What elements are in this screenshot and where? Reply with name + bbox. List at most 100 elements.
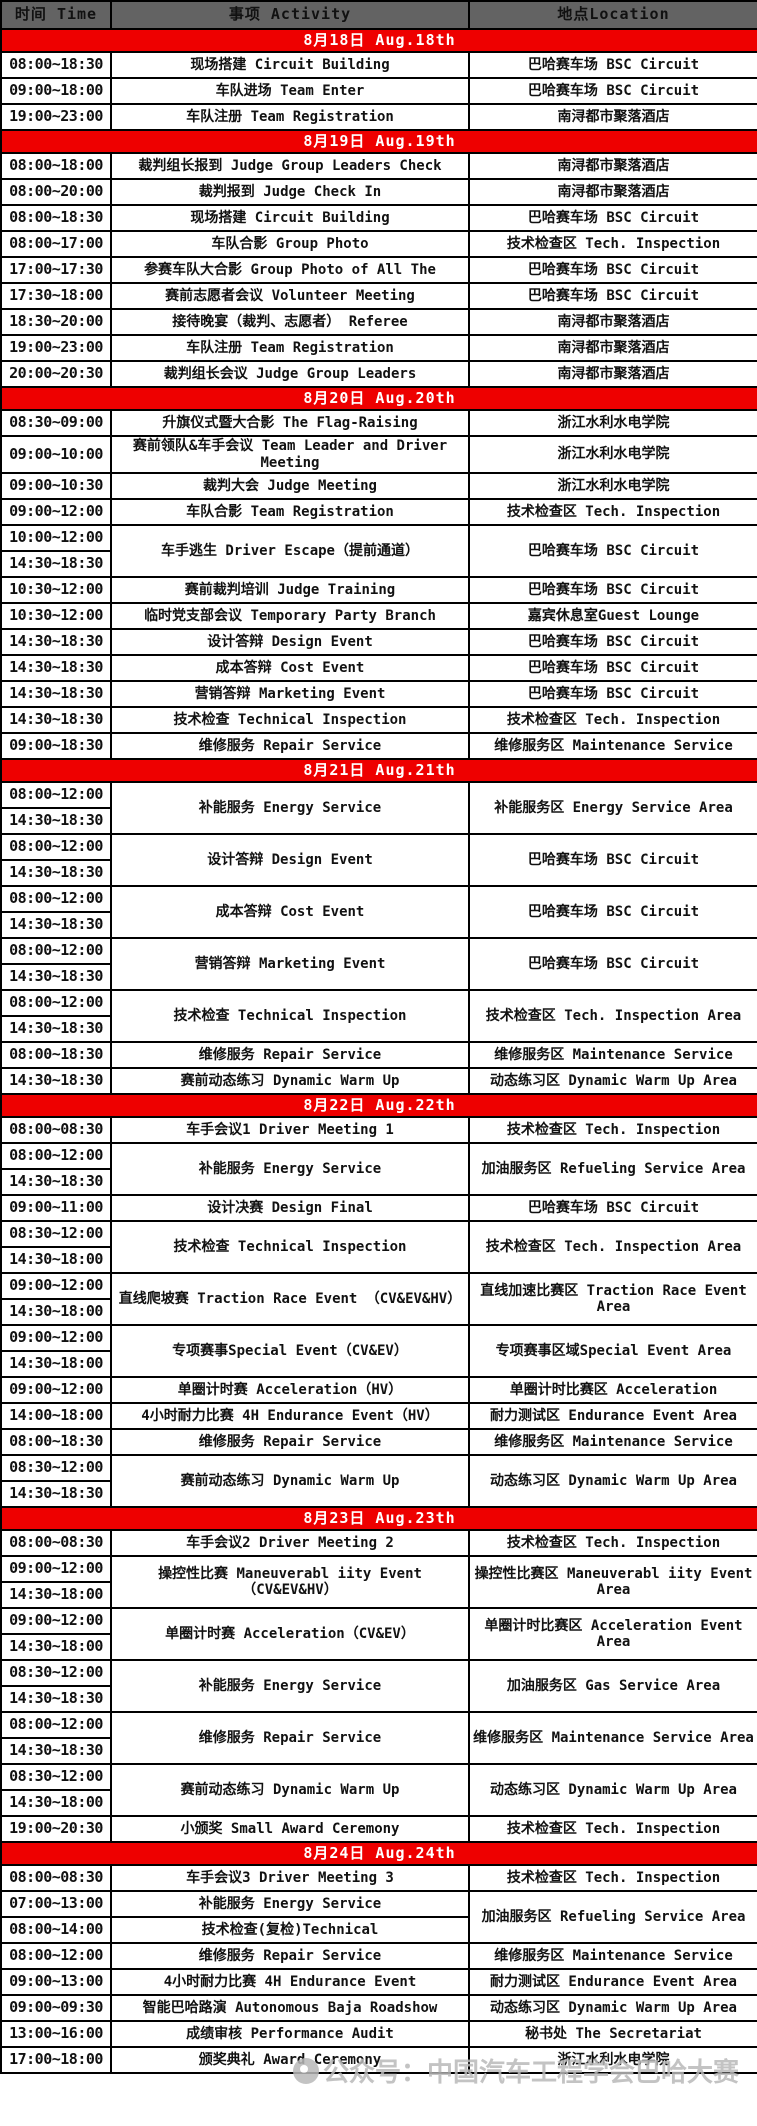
time-cell: 08:00~12:00	[0, 833, 112, 862]
time-cell: 09:00~12:00	[0, 1376, 112, 1405]
schedule-row: 08:00~18:00 裁判组长报到 Judge Group Leaders Ch…	[0, 152, 757, 180]
time-cell: 08:00~12:00	[0, 989, 112, 1018]
schedule-row: 08:00~08:30 车手会议2 Driver Meeting 2 技术检查区 T…	[0, 1529, 757, 1558]
schedule-row: 08:00~18:30 维修服务 Repair Service 维修服务区 Main…	[0, 1041, 757, 1070]
activity-cell: 车队合影 Team Registration	[110, 498, 470, 527]
location-cell: 巴哈赛车场 BSC Circuit	[468, 885, 757, 940]
time-cell: 08:00~08:30	[0, 1116, 112, 1145]
time-cell: 09:00~18:00	[0, 77, 112, 105]
date-band-row: 8月21日 Aug.21th	[0, 758, 757, 784]
schedule-row: 09:00~12:00 车队合影 Team Registration 技术检查区 T…	[0, 498, 757, 527]
location-cell: 巴哈赛车场 BSC Circuit	[468, 654, 757, 683]
activity-cell: 赛前领队&车手会议 Team Leader and Driver Meeting	[110, 434, 470, 475]
schedule-row: 09:00~10:00 赛前领队&车手会议 Team Leader and Dri…	[0, 434, 757, 475]
schedule-row: 19:00~23:00 车队注册 Team Registration 南浔都市聚落酒…	[0, 334, 757, 362]
time-cell: 09:00~12:00	[0, 1324, 112, 1353]
schedule-row: 14:30~18:00	[0, 1789, 757, 1818]
activity-cell: 4小时耐力比赛 4H Endurance Event（HV）	[110, 1402, 470, 1431]
schedule-row: 14:30~18:00	[0, 1633, 757, 1662]
time-cell: 10:30~12:00	[0, 602, 112, 631]
location-cell: 操控性比赛区 Maneuverabl iity Event Area	[468, 1555, 757, 1610]
schedule-table: 时间 Time 事项 Activity 地点Location 8月18日 Aug…	[0, 0, 757, 2075]
time-cell: 14:30~18:30	[0, 911, 112, 940]
time-cell: 08:30~12:00	[0, 1763, 112, 1792]
location-cell: 动态练习区 Dynamic Warm Up Area	[468, 1763, 757, 1818]
schedule-row: 08:00~12:00 成本答辩 Cost Event 巴哈赛车场 BSC Circ…	[0, 885, 757, 940]
schedule-row: 08:30~12:00 赛前动态练习 Dynamic Warm Up 动态练习区 D…	[0, 1763, 757, 1818]
schedule-row: 14:30~18:30	[0, 807, 757, 836]
activity-cell: 裁判大会 Judge Meeting	[110, 472, 470, 501]
schedule-row: 14:30~18:00	[0, 1581, 757, 1610]
location-column-header: 地点Location	[468, 0, 757, 30]
location-cell: 技术检查区 Tech. Inspection Area	[468, 989, 757, 1044]
activity-cell: 维修服务 Repair Service	[110, 732, 470, 761]
schedule-row: 10:00~12:00 车手逃生 Driver Escape（提前通道） 巴哈赛车场…	[0, 524, 757, 579]
location-cell: 单圈计时比赛区 Acceleration Event Area	[468, 1607, 757, 1662]
schedule-row: 08:30~12:00 赛前动态练习 Dynamic Warm Up 动态练习区 D…	[0, 1454, 757, 1509]
time-cell: 08:00~12:00	[0, 1711, 112, 1740]
time-cell: 14:30~18:30	[0, 1067, 112, 1096]
activity-cell: 裁判组长会议 Judge Group Leaders	[110, 360, 470, 388]
location-cell: 维修服务区 Maintenance Service	[468, 1041, 757, 1070]
time-cell: 08:00~18:30	[0, 51, 112, 79]
time-cell: 14:30~18:30	[0, 1737, 112, 1766]
time-cell: 08:00~14:00	[0, 1916, 112, 1945]
time-cell: 13:00~16:00	[0, 2020, 112, 2049]
schedule-row: 14:30~18:00	[0, 1246, 757, 1275]
activity-cell: 车队进场 Team Enter	[110, 77, 470, 105]
activity-cell: 设计答辩 Design Event	[110, 628, 470, 657]
time-cell: 17:00~17:30	[0, 256, 112, 284]
activity-cell: 维修服务 Repair Service	[110, 1041, 470, 1070]
time-cell: 08:00~20:00	[0, 178, 112, 206]
activity-cell: 操控性比赛 Maneuverabl iity Event （CV&EV&HV）	[110, 1555, 470, 1610]
location-cell: 巴哈赛车场 BSC Circuit	[468, 628, 757, 657]
schedule-row: 14:30~18:30	[0, 963, 757, 992]
activity-column-header: 事项 Activity	[110, 0, 470, 30]
activity-cell: 车手会议3 Driver Meeting 3	[110, 1864, 470, 1893]
activity-cell: 赛前动态练习 Dynamic Warm Up	[110, 1067, 470, 1096]
schedule-row: 08:00~18:30 维修服务 Repair Service 维修服务区 Main…	[0, 1428, 757, 1457]
time-cell: 07:00~13:00	[0, 1890, 112, 1919]
time-cell: 18:30~20:00	[0, 308, 112, 336]
date-band-row: 8月19日 Aug.19th	[0, 129, 757, 154]
time-column-header: 时间 Time	[0, 0, 112, 30]
location-cell: 南浔都市聚落酒店	[468, 360, 757, 388]
date-band-label: 8月18日 Aug.18th	[0, 28, 757, 53]
time-cell: 08:00~12:00	[0, 781, 112, 810]
time-cell: 09:00~10:00	[0, 434, 112, 475]
location-cell: 巴哈赛车场 BSC Circuit	[468, 1194, 757, 1223]
schedule-row: 09:00~10:30 裁判大会 Judge Meeting 浙江水利水电学院	[0, 472, 757, 501]
time-cell: 08:00~18:30	[0, 1428, 112, 1457]
location-cell: 技术检查区 Tech. Inspection	[468, 706, 757, 735]
location-cell: 单圈计时比赛区 Acceleration	[468, 1376, 757, 1405]
column-header-row: 时间 Time 事项 Activity 地点Location	[0, 0, 757, 30]
activity-cell: 赛前裁判培训 Judge Training	[110, 576, 470, 605]
schedule-row: 14:30~18:00	[0, 1298, 757, 1327]
schedule-row: 17:30~18:00 赛前志愿者会议 Volunteer Meeting 巴哈赛车…	[0, 282, 757, 310]
schedule-row: 09:00~18:00 车队进场 Team Enter 巴哈赛车场 BSC Circ…	[0, 77, 757, 105]
location-cell: 巴哈赛车场 BSC Circuit	[468, 524, 757, 579]
location-cell: 技术检查区 Tech. Inspection	[468, 1864, 757, 1893]
time-cell: 14:30~18:30	[0, 654, 112, 683]
schedule-row: 08:00~12:00 补能服务 Energy Service 加油服务区 Refu…	[0, 1142, 757, 1197]
location-cell: 维修服务区 Maintenance Service	[468, 732, 757, 761]
time-cell: 08:00~12:00	[0, 937, 112, 966]
schedule-row: 14:30~18:30	[0, 1685, 757, 1714]
activity-cell: 参赛车队大合影 Group Photo of All The	[110, 256, 470, 284]
date-band-row: 8月20日 Aug.20th	[0, 386, 757, 411]
schedule-row: 09:00~09:30 智能巴哈路演 Autonomous Baja Roadsh…	[0, 1994, 757, 2023]
time-cell: 14:30~18:30	[0, 680, 112, 709]
schedule-row: 14:30~18:30 技术检查 Technical Inspection 技术检查…	[0, 706, 757, 735]
time-cell: 09:00~12:00	[0, 1555, 112, 1584]
location-cell: 专项赛事区域Special Event Area	[468, 1324, 757, 1379]
time-cell: 08:30~12:00	[0, 1454, 112, 1483]
location-cell: 巴哈赛车场 BSC Circuit	[468, 833, 757, 888]
activity-cell: 现场搭建 Circuit Building	[110, 51, 470, 79]
schedule-row: 09:00~12:00 单圈计时赛 Acceleration（CV&EV） 单圈计时…	[0, 1607, 757, 1662]
schedule-row: 08:00~18:30 现场搭建 Circuit Building 巴哈赛车场 BS…	[0, 204, 757, 232]
time-cell: 09:00~09:30	[0, 1994, 112, 2023]
schedule-row: 08:00~08:30 车手会议3 Driver Meeting 3 技术检查区 T…	[0, 1864, 757, 1893]
activity-cell: 营销答辩 Marketing Event	[110, 937, 470, 992]
time-cell: 08:00~18:30	[0, 204, 112, 232]
location-cell: 嘉宾休息室Guest Lounge	[468, 602, 757, 631]
